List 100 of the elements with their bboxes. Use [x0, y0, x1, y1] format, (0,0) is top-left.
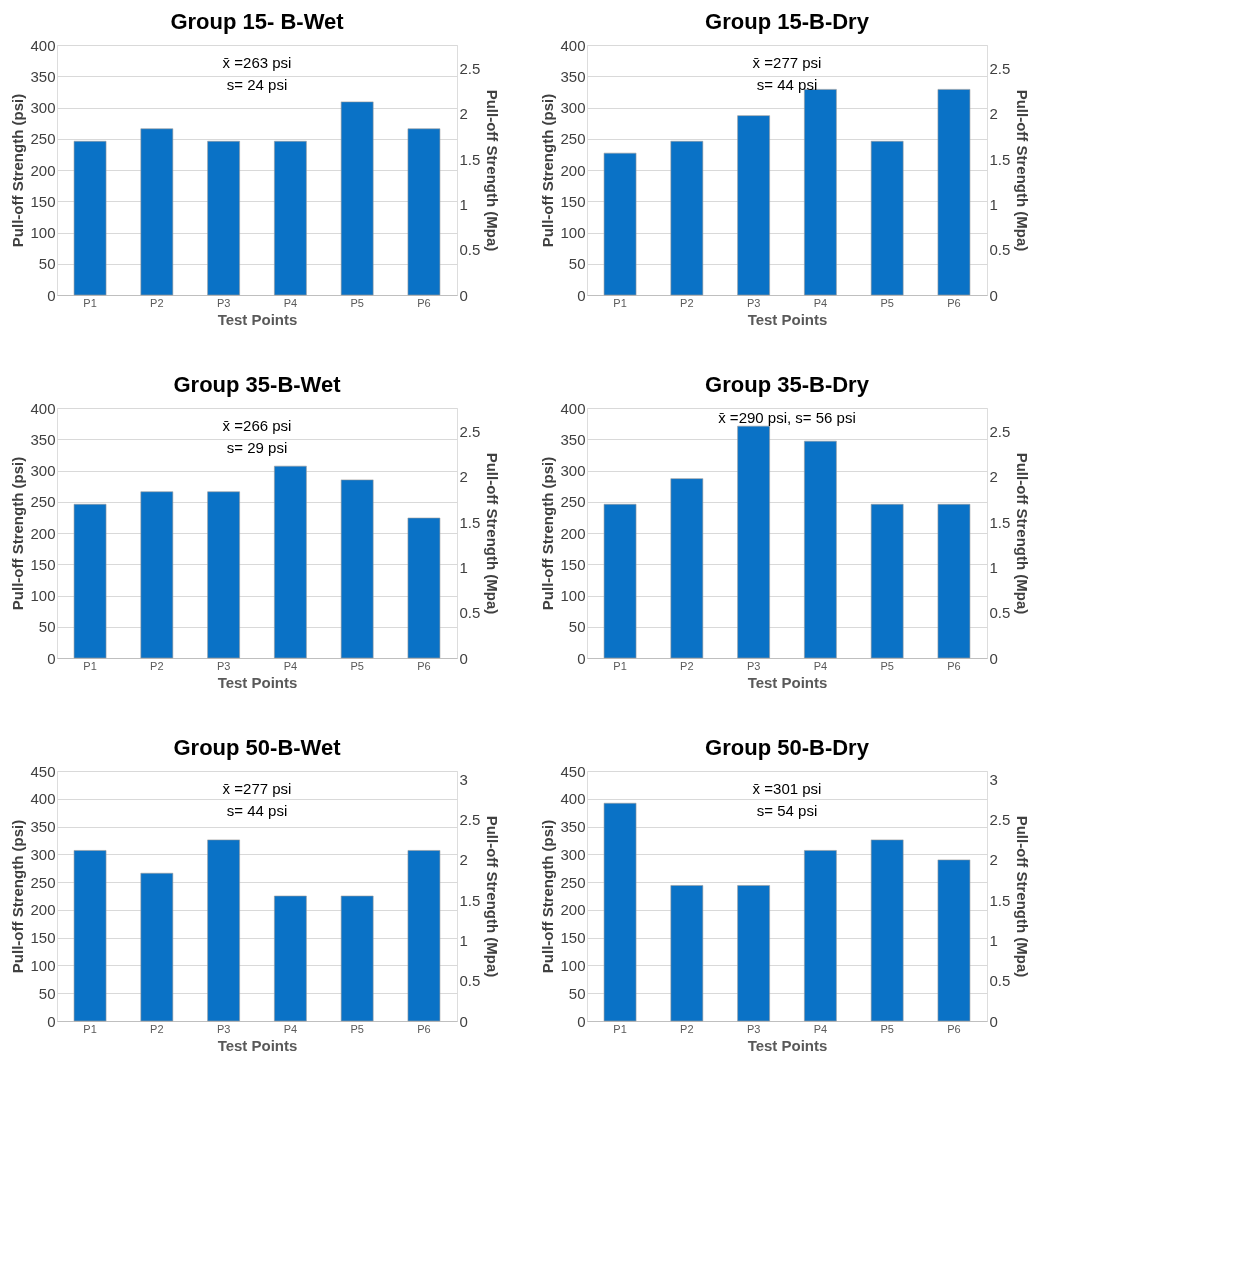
bar: [937, 503, 971, 659]
y2-tick-label: 2.5: [989, 422, 1011, 440]
y-tick-label: 0: [577, 649, 586, 667]
chart-title: Group 15-B-Dry: [705, 9, 870, 34]
x-tick-label: P6: [947, 659, 961, 672]
y-tick-label: 300: [30, 845, 56, 863]
y2-axis-title: Pull-off Strength (Mpa): [1014, 815, 1032, 978]
x-tick-label: P4: [813, 1022, 828, 1035]
y-tick-label: 400: [30, 36, 56, 54]
x-tick-label: P5: [880, 1022, 894, 1035]
y2-tick-label: 1.5: [459, 513, 481, 531]
bar: [73, 850, 107, 1022]
y-tick-label: 200: [30, 524, 56, 542]
annotation: x̄ =263 psi: [222, 54, 292, 71]
bar: [340, 101, 374, 296]
chart-title: Group 35-B-Wet: [173, 372, 342, 397]
x-tick-label: P4: [283, 659, 298, 672]
y-tick-label: 0: [577, 1012, 586, 1030]
y2-tick-label: 2: [459, 851, 468, 869]
y2-tick-label: 3: [989, 770, 998, 788]
y-tick-label: 350: [560, 67, 586, 85]
y-tick-label: 150: [560, 192, 586, 210]
annotation: x̄ =266 psi: [222, 417, 292, 434]
x-tick-label: P4: [813, 659, 828, 672]
x-tick-label: P2: [680, 296, 694, 309]
y2-tick-label: 0.5: [459, 241, 481, 259]
y-tick-label: 150: [560, 555, 586, 573]
y-tick-label: 100: [30, 224, 56, 241]
bar: [407, 128, 441, 296]
y-tick-label: 150: [560, 929, 586, 947]
y2-tick-label: 2: [459, 468, 468, 486]
y-tick-label: 150: [30, 929, 56, 947]
annotation: s= 29 psi: [226, 439, 288, 456]
y2-tick-label: 1.5: [989, 513, 1011, 531]
y-tick-label: 200: [30, 161, 56, 179]
y2-tick-label: 2.5: [459, 422, 481, 440]
y2-tick-label: 0: [989, 1012, 998, 1030]
chart-title: Group 50-B-Wet: [173, 735, 342, 760]
x-tick-label: P1: [613, 296, 627, 309]
y2-tick-label: 1: [459, 195, 468, 213]
y2-tick-label: 0.5: [459, 972, 481, 990]
y2-tick-label: 2.5: [989, 811, 1011, 829]
y-tick-label: 100: [30, 956, 56, 974]
x-axis-title: Test Points: [217, 310, 298, 328]
bar: [340, 479, 374, 659]
y-tick-label: 300: [30, 462, 56, 479]
y2-tick-label: 1: [459, 931, 468, 949]
y-tick-label: 350: [560, 430, 586, 448]
y-tick-label: 50: [38, 255, 56, 273]
annotation: s= 44 psi: [756, 76, 818, 93]
bar: [937, 859, 971, 1022]
y-tick-label: 250: [560, 873, 586, 891]
y2-tick-label: 2: [989, 851, 998, 869]
y2-tick-label: 0.5: [989, 604, 1011, 622]
y2-tick-label: 0: [989, 649, 998, 667]
y-tick-label: 0: [47, 1012, 56, 1030]
y-tick-label: 300: [30, 99, 56, 116]
x-tick-label: P3: [216, 659, 231, 672]
x-tick-label: P5: [350, 296, 364, 309]
bar: [207, 491, 240, 659]
y2-tick-label: 2: [989, 468, 998, 486]
x-tick-label: P3: [216, 1022, 231, 1035]
y-tick-label: 250: [30, 130, 56, 148]
y-tick-label: 250: [30, 493, 56, 511]
y2-axis-title: Pull-off Strength (Mpa): [484, 452, 502, 615]
chart-title: Group 15- B-Wet: [170, 9, 345, 34]
x-tick-label: P2: [680, 659, 694, 672]
bar: [603, 802, 637, 1022]
y-tick-label: 350: [30, 818, 56, 836]
y2-tick-label: 1: [989, 195, 998, 213]
y-tick-label: 100: [560, 224, 586, 241]
bar: [407, 850, 441, 1022]
bar: [737, 425, 770, 659]
y-tick-label: 100: [560, 587, 586, 604]
y-tick-label: 200: [560, 161, 586, 179]
chart-title: Group 50-B-Dry: [705, 735, 870, 760]
x-tick-label: P5: [350, 1022, 364, 1035]
y2-axis-title: Pull-off Strength (Mpa): [1014, 452, 1032, 615]
y-tick-label: 50: [568, 618, 586, 636]
x-tick-label: P1: [613, 1022, 627, 1035]
bar: [73, 503, 107, 659]
x-tick-label: P3: [746, 659, 761, 672]
y-tick-label: 450: [30, 762, 56, 780]
annotation: x̄ =290 psi, s= 56 psi: [718, 409, 856, 426]
y-tick-label: 400: [560, 790, 586, 808]
bar: [670, 140, 704, 296]
y-tick-label: 50: [568, 255, 586, 273]
y2-tick-label: 1.5: [989, 150, 1011, 168]
y-tick-label: 400: [30, 790, 56, 808]
x-tick-label: P4: [283, 296, 298, 309]
y2-tick-label: 0.5: [459, 604, 481, 622]
y-axis-title: Pull-off Strength (psi): [539, 819, 557, 974]
annotation: x̄ =277 psi: [222, 780, 292, 797]
y-axis-title: Pull-off Strength (psi): [9, 93, 27, 248]
y2-tick-label: 0.5: [989, 972, 1011, 990]
bar: [274, 895, 307, 1022]
y-tick-label: 400: [30, 399, 56, 417]
x-tick-label: P6: [417, 1022, 431, 1035]
y-tick-label: 150: [30, 555, 56, 573]
annotation: x̄ =301 psi: [752, 780, 822, 797]
